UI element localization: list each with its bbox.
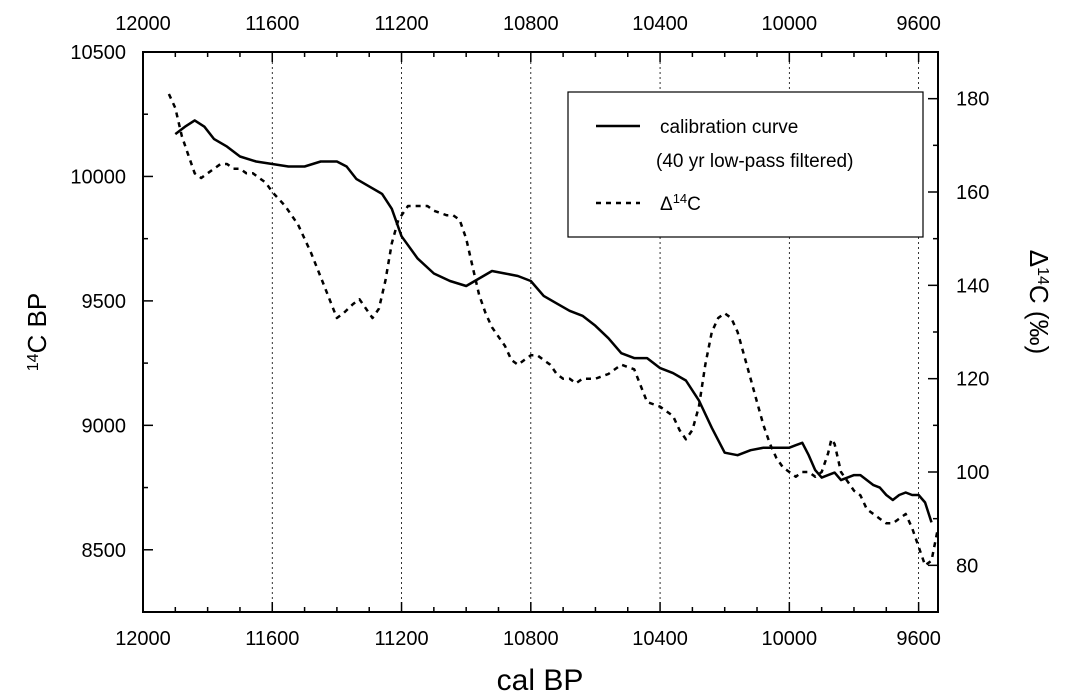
y-right-tick-label-140: 140 (956, 275, 989, 297)
y-left-tick-label-10500: 10500 (70, 42, 126, 64)
axis-ticks: 12000 12000 11600 11600 11200 11200 10800 10800… (70, 13, 989, 650)
y-right-tick-label-120: 120 (956, 369, 989, 391)
y-right-title-rest: C (‰) (1024, 285, 1054, 354)
legend: calibration curve (40 yr low-pass filter… (567, 91, 924, 238)
legend-label-calibration: calibration curve (660, 117, 798, 138)
x-top-tick-label-11600: 11600 (245, 13, 299, 35)
y-right-delta: Δ (1024, 250, 1054, 267)
x-top-tick-label-12000: 12000 (115, 13, 171, 35)
y-right-tick-label-180: 180 (956, 89, 989, 111)
y-left-axis-title: 14C BP (22, 293, 52, 371)
y-left-tick-label-8500: 8500 (82, 540, 127, 562)
y-left-tick-label-9000: 9000 (82, 415, 127, 437)
y-left-superscript: 14 (25, 353, 42, 371)
legend-label-filter-note: (40 yr low-pass filtered) (656, 151, 853, 172)
gridlines (271, 52, 920, 612)
x-top-tick-label-10800: 10800 (503, 13, 559, 35)
y-left-title-rest: C BP (22, 293, 52, 354)
legend-delta-letter: C (687, 194, 701, 215)
x-bottom-tick-label-9600: 9600 (896, 628, 941, 650)
series-lines (167, 93, 940, 567)
y-right-tick-label-160: 160 (956, 182, 989, 204)
x-bottom-tick-label-10400: 10400 (632, 628, 688, 650)
legend-label-delta14c: Δ14C (660, 191, 701, 216)
series-delta14c-line (167, 93, 940, 567)
y-right-tick-label-100: 100 (956, 462, 989, 484)
y-right-axis-title: Δ14C (‰) (1024, 250, 1054, 355)
series-calibration-curve-line (174, 119, 933, 523)
y-left-tick-label-9500: 9500 (82, 291, 127, 313)
x-bottom-tick-label-10000: 10000 (762, 628, 818, 650)
y-left-tick-label-10000: 10000 (70, 166, 126, 188)
x-top-tick-label-10400: 10400 (632, 13, 688, 35)
x-top-tick-label-11200: 11200 (374, 13, 428, 35)
x-bottom-tick-label-11600: 11600 (245, 628, 299, 650)
x-bottom-tick-label-12000: 12000 (115, 628, 171, 650)
x-top-tick-label-9600: 9600 (896, 13, 941, 35)
x-bottom-tick-label-10800: 10800 (503, 628, 559, 650)
legend-box (567, 91, 924, 238)
y-right-superscript: 14 (1035, 267, 1052, 285)
legend-delta-superscript: 14 (673, 191, 687, 206)
legend-delta-symbol: Δ (660, 194, 673, 215)
x-bottom-tick-label-11200: 11200 (374, 628, 428, 650)
x-axis-title: cal BP (497, 664, 584, 696)
x-top-tick-label-10000: 10000 (762, 13, 818, 35)
y-right-tick-label-80: 80 (956, 555, 978, 577)
